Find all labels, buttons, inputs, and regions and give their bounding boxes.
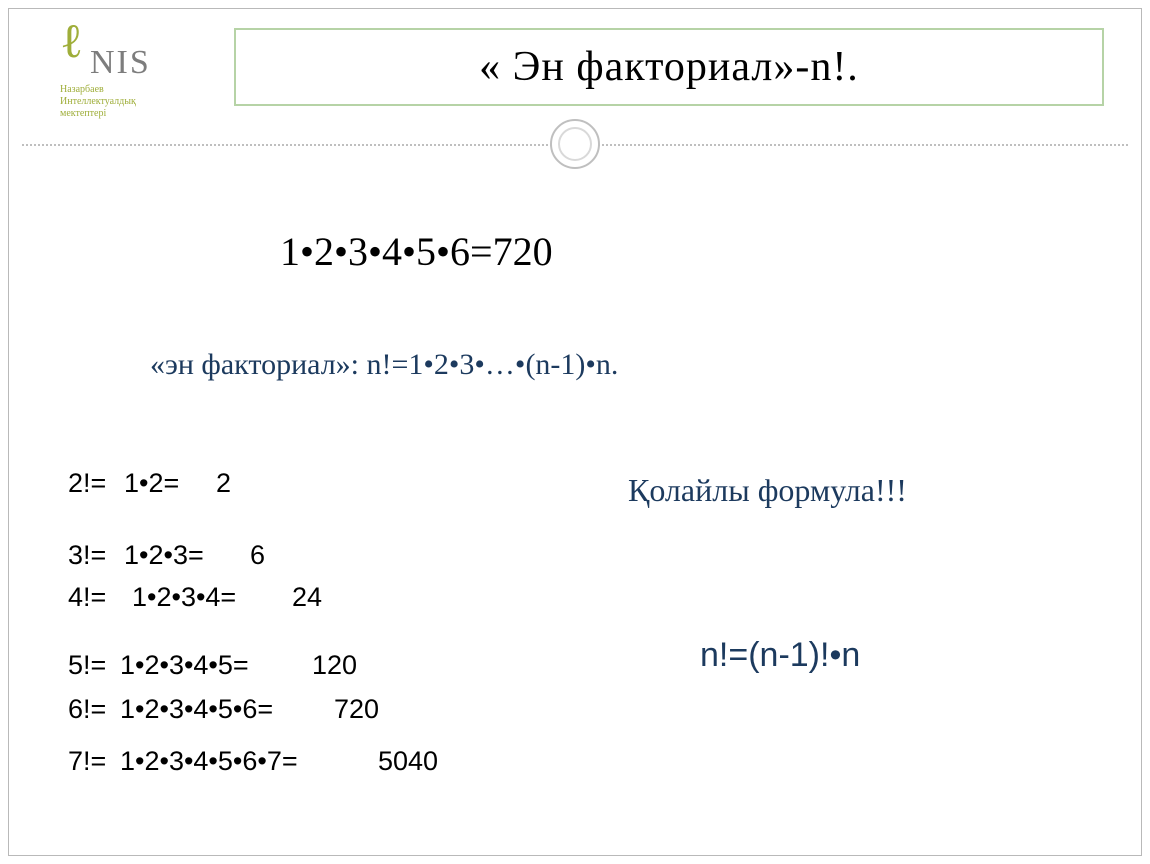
- logo-sub-line: мектептері: [60, 108, 106, 119]
- example-expansion: 1•2•3•4•5•6=: [120, 694, 273, 725]
- example-expansion: 1•2•3=: [124, 540, 204, 571]
- example-value: 720: [334, 694, 379, 725]
- title: « Эн факториал»-n!.: [479, 43, 859, 91]
- title-box: « Эн факториал»-n!.: [234, 28, 1104, 106]
- example-expansion: 1•2=: [124, 468, 179, 499]
- factorial-definition: «эн факториал»: n!=1•2•3•…•(n-1)•n.: [150, 348, 618, 382]
- example-value: 2: [216, 468, 231, 499]
- formula-label: Қолайлы формула!!!: [628, 472, 907, 509]
- slide: ℓ NIS Назарбаев Интеллектуалдық мектепте…: [0, 0, 1150, 864]
- logo-subtext: Назарбаев Интеллектуалдық мектептері: [60, 84, 136, 120]
- example-label: 3!=: [68, 540, 106, 571]
- example-expansion: 1•2•3•4•5=: [120, 650, 249, 681]
- example-label: 2!=: [68, 468, 106, 499]
- example-expansion: 1•2•3•4=: [132, 582, 236, 613]
- formula: n!=(n-1)!•n: [700, 636, 860, 675]
- example-value: 120: [312, 650, 357, 681]
- example-label: 6!=: [68, 694, 106, 725]
- example-label: 7!=: [68, 746, 106, 777]
- example-label: 4!=: [68, 582, 106, 613]
- logo-text: NIS: [90, 44, 151, 82]
- logo-sub-line: Интеллектуалдық: [60, 96, 136, 107]
- headline-equation: 1•2•3•4•5•6=720: [280, 228, 553, 275]
- example-label: 5!=: [68, 650, 106, 681]
- example-value: 5040: [378, 746, 438, 777]
- example-value: 6: [250, 540, 265, 571]
- example-expansion: 1•2•3•4•5•6•7=: [120, 746, 298, 777]
- logo-swirl-icon: ℓ: [60, 18, 83, 66]
- divider-ring-inner: [558, 127, 592, 161]
- logo-sub-line: Назарбаев: [60, 84, 104, 95]
- divider-ring-icon: [550, 119, 600, 169]
- example-value: 24: [292, 582, 322, 613]
